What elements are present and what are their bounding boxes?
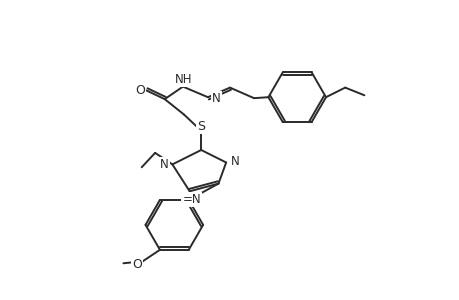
Text: NH: NH — [175, 74, 192, 86]
Text: N: N — [230, 155, 239, 168]
Text: N: N — [212, 92, 220, 105]
Text: =N: =N — [182, 194, 201, 206]
Text: O: O — [132, 258, 141, 271]
Text: S: S — [197, 119, 205, 133]
Text: O: O — [134, 84, 145, 97]
Text: N: N — [160, 158, 169, 171]
